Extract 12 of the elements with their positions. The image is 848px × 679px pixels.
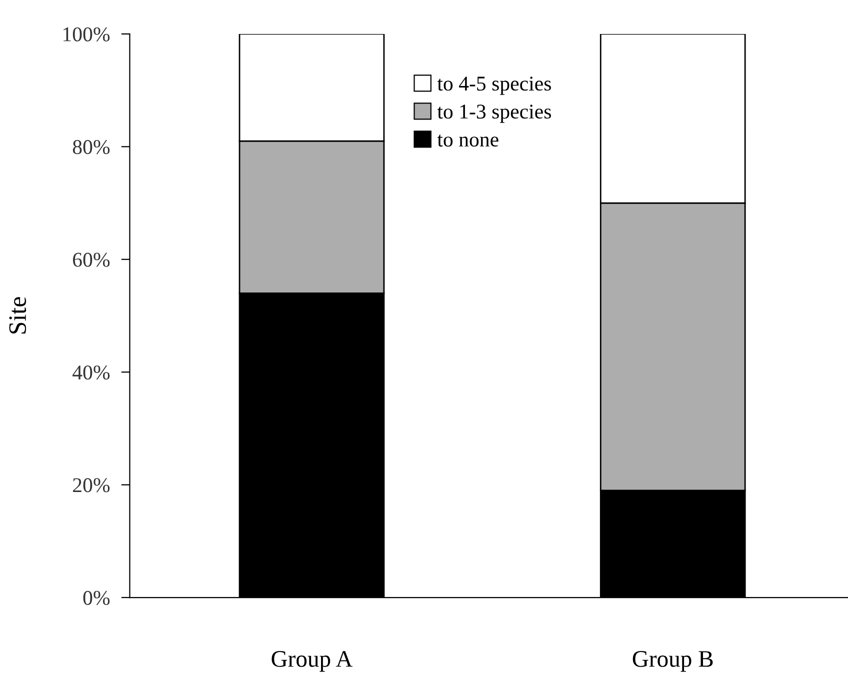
legend-label: to 1-3 species: [437, 104, 551, 123]
y-tick-label: 40%: [72, 365, 110, 380]
y-axis-title: Site: [9, 297, 26, 334]
legend-label: to 4-5 species: [437, 76, 551, 95]
y-tick-label: 0%: [83, 590, 110, 606]
y-tick-label: 100%: [64, 27, 110, 42]
y-tick-label: 60%: [73, 252, 110, 267]
legend-label: to none: [437, 134, 498, 147]
x-tick-label: Group B: [632, 651, 713, 672]
y-tick-label: 20%: [73, 478, 110, 492]
x-tick-label: Group A: [272, 651, 353, 672]
y-tick-label: 80%: [72, 140, 110, 154]
